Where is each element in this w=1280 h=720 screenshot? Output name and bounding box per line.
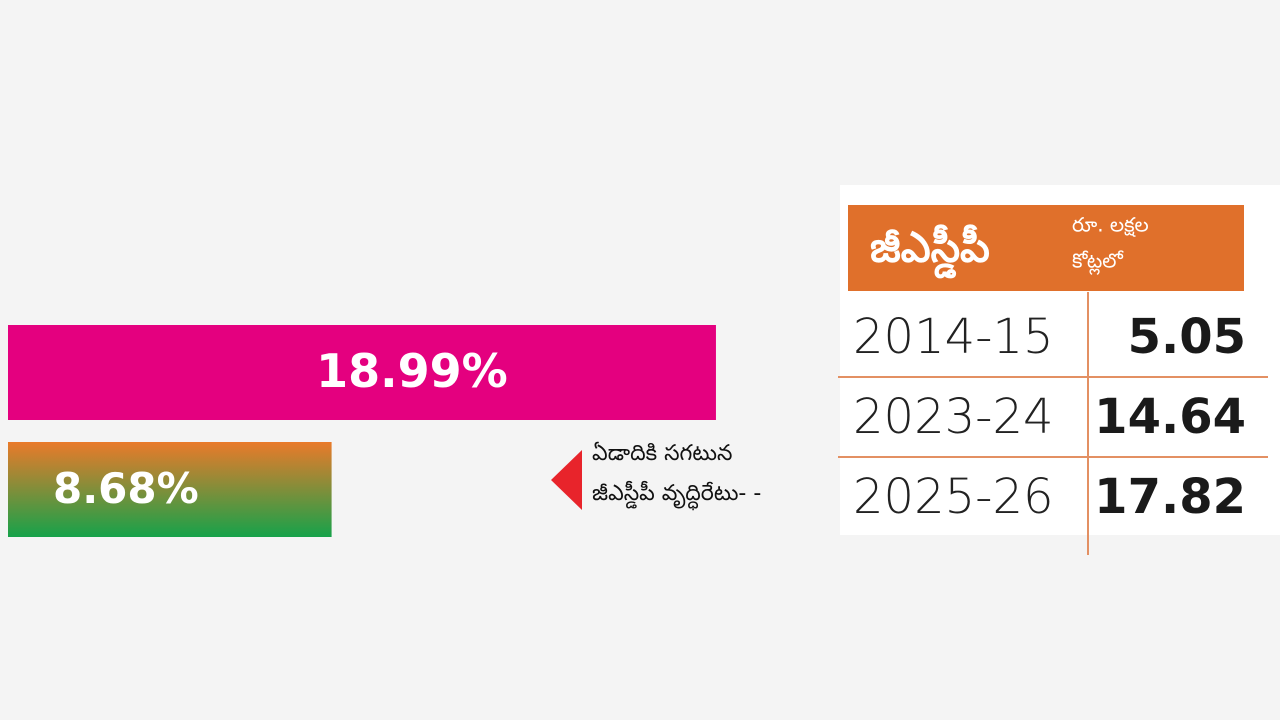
table-year: 2023-24	[853, 389, 1054, 445]
table-header	[848, 205, 1244, 291]
value-label: 8.68%	[53, 464, 199, 513]
table-value: 17.82	[1094, 469, 1246, 525]
table-unit: రూ. లక్షల	[1072, 213, 1149, 238]
annotation: జీఎస్డీపీ వృద్ధిరేటు- -	[592, 480, 761, 511]
table-year: 2014-15	[853, 309, 1054, 365]
bar	[8, 442, 332, 537]
table-title: జీఎస్డీపీ	[870, 223, 990, 279]
table-value: 14.64	[1094, 389, 1246, 445]
value-label: 18.99%	[316, 344, 508, 398]
table-value: 5.05	[1128, 309, 1246, 365]
table-unit: కోట్లలో	[1072, 249, 1124, 276]
table-year: 2025-26	[853, 469, 1054, 525]
pointer-arrow	[551, 450, 582, 510]
annotation: ఏడాదికి సగటున	[592, 441, 732, 466]
bar	[8, 325, 716, 420]
